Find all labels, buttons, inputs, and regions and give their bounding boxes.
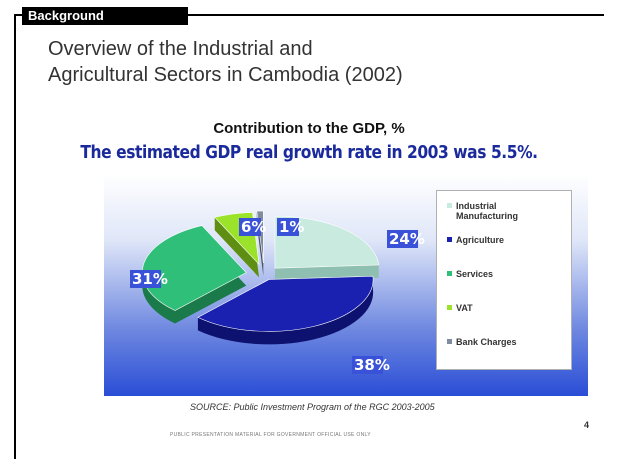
- legend-item: Bank Charges: [447, 337, 556, 347]
- data-label: 24%: [389, 230, 425, 248]
- legend-swatch: [447, 339, 452, 344]
- legend-item: Services: [447, 269, 556, 279]
- legend-label: Agriculture: [456, 235, 505, 245]
- section-tag: Background: [22, 7, 188, 25]
- footer-text: PUBLIC PRESENTATION MATERIAL FOR GOVERNM…: [170, 432, 371, 438]
- legend-label: VAT: [456, 303, 473, 313]
- legend-item: VAT: [447, 303, 556, 313]
- slide-frame-left: [14, 14, 16, 459]
- data-label: 38%: [354, 356, 390, 374]
- legend-swatch: [447, 271, 452, 276]
- legend-item: Industrial Manufacturing: [447, 201, 556, 221]
- chart-legend: Industrial Manufacturing Agriculture Servi…: [436, 190, 572, 370]
- data-label-bg: [277, 218, 299, 236]
- data-label: 31%: [132, 270, 168, 288]
- pie-slice-agriculture: [197, 275, 374, 332]
- data-label-bg: [239, 218, 261, 236]
- legend-swatch: [447, 237, 452, 242]
- chart-area: 24% 38% 31% 6% 1% Industrial Manufacturing Ag…: [104, 174, 588, 396]
- pie-slice-services: [141, 225, 247, 311]
- page-number: 4: [584, 420, 590, 430]
- slide-title-line-1: Overview of the Industrial and: [48, 38, 313, 60]
- slide-frame-top: [14, 14, 604, 16]
- data-label: 1%: [279, 218, 304, 236]
- legend-label: Services: [456, 269, 494, 279]
- legend-swatch: [447, 305, 452, 310]
- pie-slice-industrial-manufacturing: [274, 215, 380, 269]
- chart-title: Contribution to the GDP, %: [213, 120, 405, 137]
- data-label-bg: [130, 270, 161, 288]
- slide-title: Overview of the Industrial and Agricultu…: [48, 36, 568, 88]
- legend-item: Agriculture: [447, 235, 556, 245]
- legend-label: Bank Charges: [456, 337, 517, 347]
- pie-chart: 24% 38% 31% 6% 1%: [130, 210, 425, 374]
- data-label-bg: [387, 230, 418, 248]
- legend-label: Industrial Manufacturing: [456, 201, 518, 221]
- data-label-bg: [352, 356, 383, 374]
- data-label: 6%: [241, 218, 266, 236]
- source-note: SOURCE: Public Investment Program of the…: [190, 402, 435, 412]
- legend-swatch: [447, 203, 452, 208]
- chart-subtitle: The estimated GDP real growth rate in 20…: [80, 142, 538, 163]
- slide-title-line-2: Agricultural Sectors in Cambodia (2002): [48, 64, 403, 86]
